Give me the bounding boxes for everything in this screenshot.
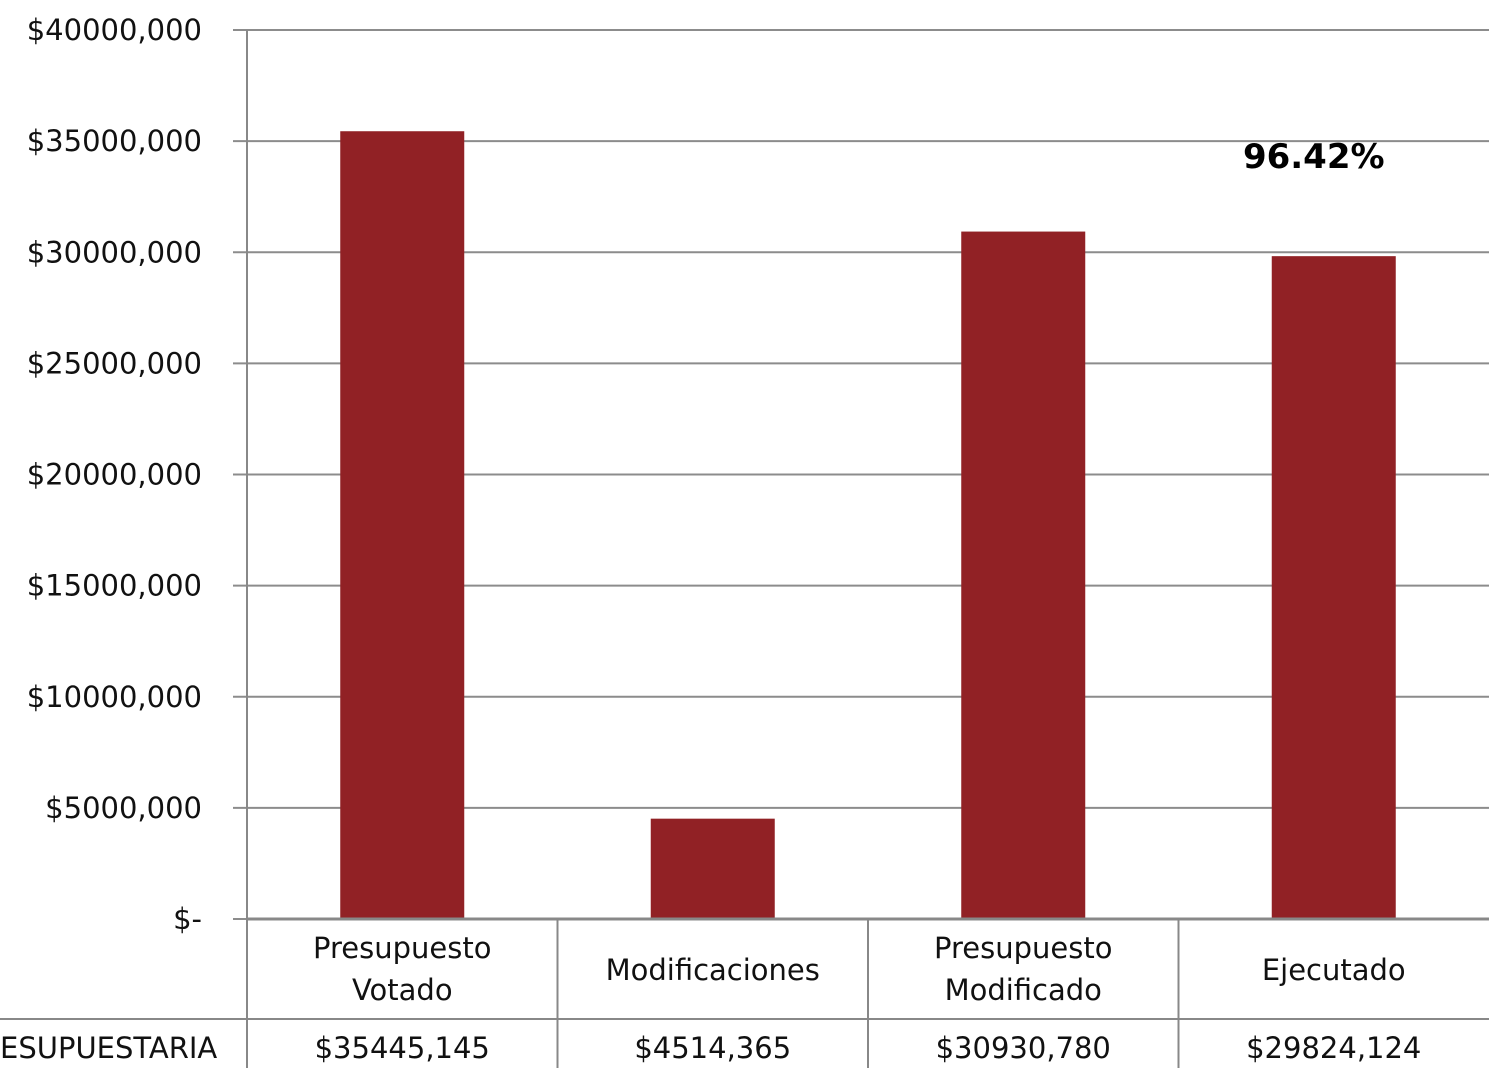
value-label: $30930,780 xyxy=(936,1031,1111,1065)
data-table: ESUPUESTARIA xyxy=(0,919,1489,1068)
y-tick-label: $5000,000 xyxy=(45,791,202,825)
value-label: $29824,124 xyxy=(1246,1031,1421,1065)
category-label: Votado xyxy=(352,973,453,1007)
y-tick-label: $25000,000 xyxy=(27,346,202,380)
bar xyxy=(650,818,775,919)
category-label: Presupuesto xyxy=(934,931,1112,965)
category-label: Modificado xyxy=(945,973,1102,1007)
category-labels: Presupuesto Votado Modificaciones Presupues… xyxy=(313,931,1406,1007)
y-tick-label: $40000,000 xyxy=(27,13,202,47)
value-label: $35445,145 xyxy=(315,1031,490,1065)
category-label: Modificaciones xyxy=(606,953,820,987)
table-row-label: ESUPUESTARIA xyxy=(0,1031,217,1065)
bars xyxy=(340,131,1396,920)
y-tick-label: $20000,000 xyxy=(27,458,202,492)
value-labels: $35445,145 $4514,365 $30930,780 $29824,124 xyxy=(315,1031,1422,1065)
category-label: Ejecutado xyxy=(1262,953,1406,987)
y-tick-labels: $- $5000,000 $10000,000 $15000,000 $20000,00… xyxy=(27,13,202,936)
annotations: 96.42% xyxy=(1243,137,1385,177)
category-label: Presupuesto xyxy=(313,931,491,965)
value-label: $4514,365 xyxy=(634,1031,791,1065)
y-tick-label: $10000,000 xyxy=(27,680,202,714)
y-tick-label: $35000,000 xyxy=(27,124,202,158)
bar xyxy=(961,231,1086,919)
y-tick-label: $30000,000 xyxy=(27,235,202,269)
y-tick-label: $15000,000 xyxy=(27,569,202,603)
y-tick-label: $- xyxy=(173,902,202,936)
bar xyxy=(340,131,465,919)
percentage-annotation: 96.42% xyxy=(1243,137,1385,177)
bar xyxy=(1271,256,1396,920)
